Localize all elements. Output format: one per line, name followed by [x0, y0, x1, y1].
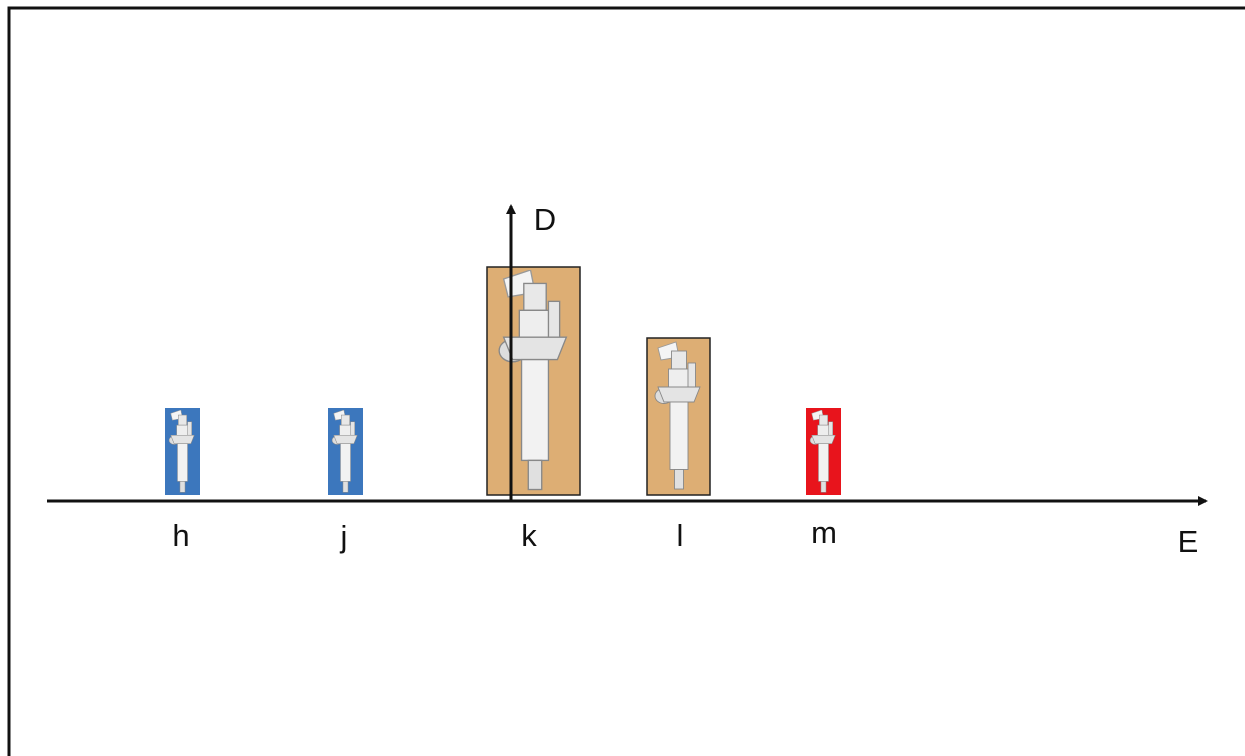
- item-label: h: [172, 518, 189, 553]
- item-label: k: [521, 518, 537, 553]
- injector-boxes: [165, 266, 841, 496]
- item-label: l: [677, 518, 684, 553]
- axis-label: E: [1178, 524, 1199, 559]
- frame: [7, 6, 1245, 756]
- axis-label: D: [534, 202, 556, 237]
- item-label: j: [340, 519, 348, 554]
- item-label: m: [811, 515, 837, 550]
